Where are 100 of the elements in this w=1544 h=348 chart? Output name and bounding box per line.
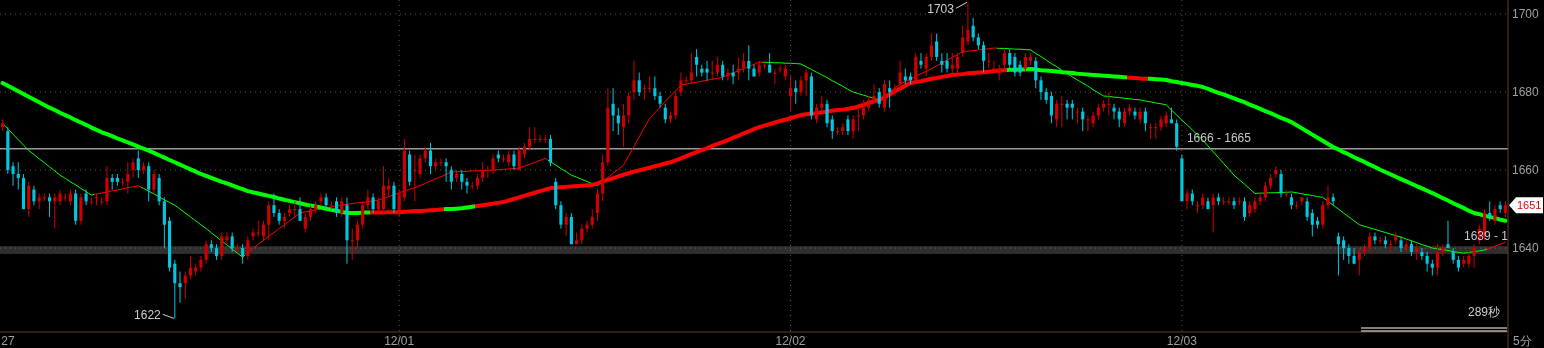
candlestick — [595, 189, 600, 222]
candlestick — [851, 114, 855, 140]
candlestick — [778, 64, 782, 74]
candlestick — [616, 107, 620, 136]
candlestick — [1211, 193, 1215, 234]
candlestick — [1279, 169, 1283, 198]
candlestick — [1232, 196, 1236, 210]
candlestick — [225, 232, 229, 245]
candlestick — [413, 153, 417, 202]
candlestick — [877, 87, 881, 109]
candlestick — [945, 52, 949, 74]
candlestick — [590, 208, 594, 230]
candlestick — [1435, 243, 1440, 276]
candlestick — [1420, 247, 1424, 261]
candlestick — [449, 165, 453, 191]
candlestick — [178, 271, 182, 304]
annotation: 1703 — [927, 1, 955, 16]
candlestick — [1149, 122, 1153, 140]
candlestick — [465, 177, 469, 194]
candlestick — [439, 157, 443, 167]
candlestick — [1242, 196, 1247, 222]
candlestick — [340, 196, 344, 218]
candlestick — [1472, 243, 1476, 269]
candlestick — [538, 134, 542, 144]
candlestick — [204, 239, 208, 265]
candlestick — [418, 153, 422, 179]
candlestick — [1060, 95, 1064, 128]
candlestick — [1154, 122, 1158, 140]
y-tick-label: 1660 — [1512, 163, 1540, 178]
candlestick — [1389, 239, 1393, 253]
candlestick — [293, 200, 297, 218]
candlestick — [982, 40, 986, 74]
candlestick — [1159, 114, 1163, 132]
candlestick — [987, 52, 991, 70]
candlestick — [1008, 48, 1012, 70]
candlestick — [679, 72, 683, 97]
candlestick — [1368, 232, 1372, 253]
candlestick — [747, 44, 751, 81]
candlestick — [428, 142, 433, 175]
candlestick — [768, 52, 772, 74]
candlestick — [241, 243, 245, 265]
candlestick — [564, 212, 568, 237]
candlestick — [1446, 220, 1450, 249]
candlestick — [825, 99, 829, 128]
candlestick — [627, 91, 631, 124]
candlestick — [173, 259, 177, 319]
candlestick — [53, 193, 57, 230]
candlestick — [1065, 99, 1069, 120]
candlestick — [1049, 91, 1053, 124]
candlestick — [585, 220, 589, 234]
candlestick — [105, 165, 109, 206]
candlestick — [1034, 56, 1038, 89]
candlestick — [1336, 232, 1340, 276]
candlestick — [1023, 52, 1027, 74]
candlestick — [799, 75, 803, 97]
x-tick-label: 12/03 — [1166, 334, 1198, 348]
candlestick — [961, 25, 965, 58]
candlestick — [1321, 200, 1325, 230]
y-tick-label: 1640 — [1512, 241, 1540, 256]
candlestick — [272, 193, 276, 218]
candlestick — [648, 75, 652, 93]
candlestick — [267, 200, 271, 241]
candlestick — [1357, 247, 1361, 276]
candlestick — [335, 196, 339, 218]
candlestick — [298, 196, 302, 222]
candlestick — [1399, 235, 1403, 253]
candlestick — [491, 153, 495, 175]
candlestick — [1305, 196, 1309, 222]
candlestick — [935, 33, 939, 62]
candlestick — [1300, 196, 1304, 206]
candlestick — [554, 177, 558, 210]
candlestick — [1002, 48, 1007, 70]
candlestick — [444, 157, 448, 183]
candlestick — [1373, 232, 1377, 245]
candlestick — [528, 126, 532, 152]
text: 1651 — [1517, 199, 1542, 212]
candlestick — [705, 60, 709, 81]
candlestick — [512, 150, 516, 171]
candlestick — [79, 193, 83, 226]
candlestick — [16, 161, 20, 191]
candlestick — [1055, 99, 1059, 128]
candlestick — [1112, 103, 1116, 120]
candlestick — [621, 103, 626, 148]
candlestick — [872, 83, 876, 105]
candlestick — [1107, 91, 1111, 116]
annotation: 289秒 — [1467, 305, 1500, 319]
candlestick — [533, 126, 537, 144]
candlestick — [162, 196, 166, 249]
candlestick — [1326, 185, 1330, 210]
x-tick-label: 12/02 — [775, 334, 806, 348]
candlestick — [183, 271, 187, 300]
candlestick — [632, 60, 636, 101]
candlestick — [658, 91, 662, 109]
candlestick — [481, 161, 485, 183]
candlestick — [387, 177, 391, 198]
candlestick — [1347, 243, 1351, 265]
candlestick — [37, 193, 41, 210]
candlestick — [955, 52, 960, 74]
candlestick — [846, 114, 850, 136]
candlestick — [940, 52, 944, 74]
